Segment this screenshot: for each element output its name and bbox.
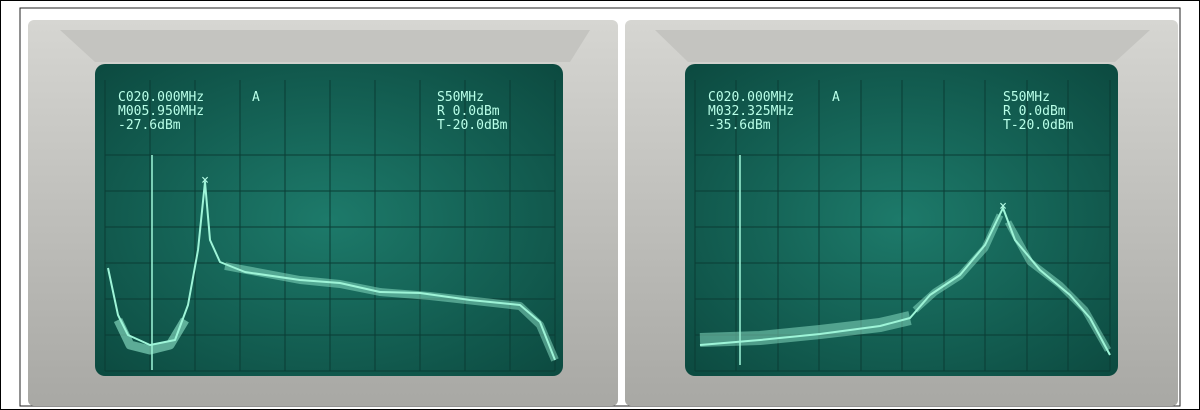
analyzer-left: × C020.000MHz A M005.950MHz -27.6dBm S50… xyxy=(28,20,618,406)
marker-freq: M005.950MHz xyxy=(118,104,204,119)
mode: A xyxy=(832,90,840,105)
marker: × xyxy=(999,199,1007,214)
center-freq: C020.000MHz xyxy=(118,90,204,105)
span: S50MHz xyxy=(437,90,484,105)
ref-level: R 0.0dBm xyxy=(437,104,500,119)
ref-level: R 0.0dBm xyxy=(1003,104,1066,119)
threshold: T-20.0dBm xyxy=(437,118,508,133)
mode: A xyxy=(252,90,260,105)
bezel-shade xyxy=(655,30,1150,62)
span: S50MHz xyxy=(1003,90,1050,105)
marker-freq: M032.325MHz xyxy=(708,104,794,119)
marker: × xyxy=(201,173,209,188)
marker-level: -35.6dBm xyxy=(708,118,771,133)
photo: × C020.000MHz A M005.950MHz -27.6dBm S50… xyxy=(0,0,1200,410)
bezel-shade xyxy=(60,30,590,62)
threshold: T-20.0dBm xyxy=(1003,118,1074,133)
analyzer-right: × C020.000MHz A M032.325MHz -35.6dBm S50… xyxy=(625,20,1178,406)
marker-level: -27.6dBm xyxy=(118,118,181,133)
center-freq: C020.000MHz xyxy=(708,90,794,105)
